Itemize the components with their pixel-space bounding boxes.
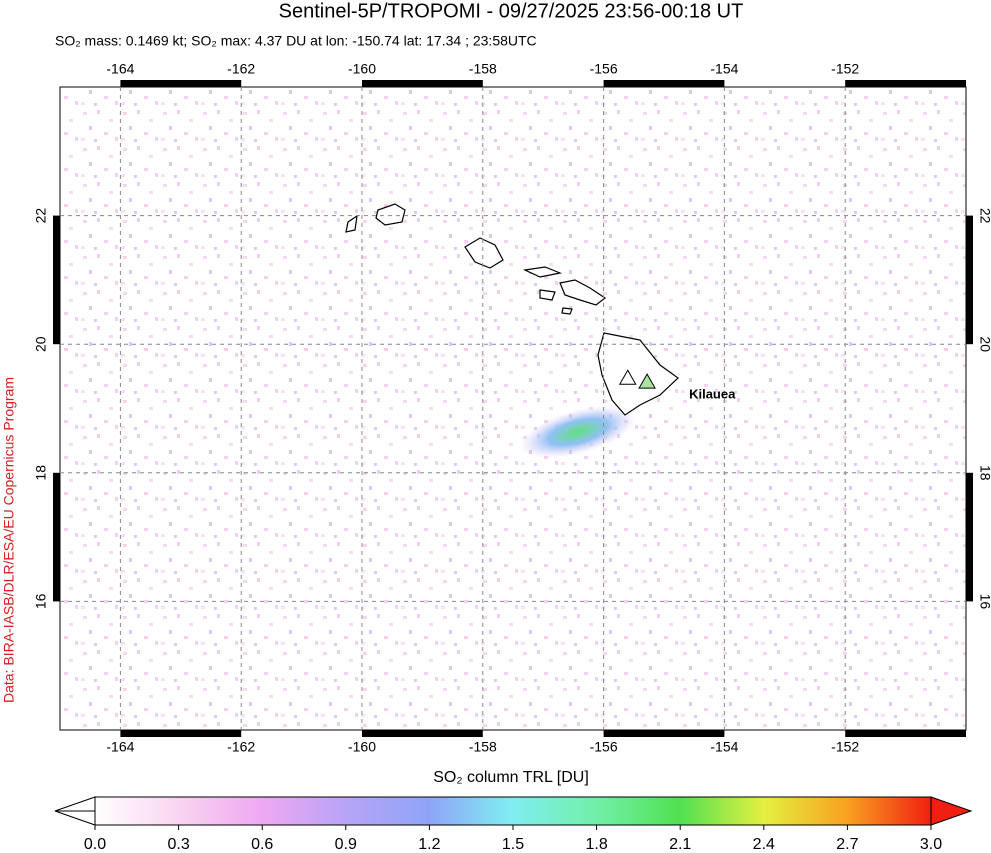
colorbar-high-arrow [930,796,973,826]
x-tick-label: -156 [590,739,618,755]
background-noise [60,87,966,730]
x-tick-label: -152 [831,739,859,755]
colorbar [94,796,932,826]
frame-bar [603,730,725,737]
colorbar-tick-label: 1.2 [418,836,440,853]
x-tick-label: -156 [590,61,618,77]
title: Sentinel-5P/TROPOMI - 09/27/2025 23:56-0… [279,0,744,22]
kauai [375,203,406,226]
colorbar-tick-label: 1.8 [585,836,607,853]
frame-bar [845,80,966,87]
colorbar-tick-label: 0.9 [335,836,357,853]
volcano-marker [638,373,656,389]
colorbar-label: SO₂ column TRL [DU] [433,769,589,786]
x-tick-label: -162 [227,739,255,755]
frame-bar [362,730,483,737]
subtitle: SO₂ mass: 0.1469 kt; SO₂ max: 4.37 DU at… [55,33,537,49]
frame-bar [966,472,973,602]
volcano-marker [618,369,637,385]
colorbar-tick-label: 0.0 [84,836,106,853]
frame-bar [120,80,242,87]
frame-bar [362,80,483,87]
y-tick-label: 18 [33,465,49,481]
frame-bar [120,730,242,737]
frame-bar [966,215,973,345]
x-tick-label: -154 [710,739,738,755]
x-tick-label: -164 [106,61,134,77]
maui [559,279,607,306]
y-tick-label: 22 [977,208,991,224]
frame-bar [603,80,725,87]
x-tick-label: -160 [348,739,376,755]
credit: Data: BIRA-IASB/DLR/ESA/EU Copernicus Pr… [1,377,17,703]
kahoolawe [561,307,573,315]
x-tick-label: -158 [469,739,497,755]
map-frame [59,86,967,731]
y-tick-label: 16 [33,593,49,609]
frame-bar [53,215,60,345]
molokai [522,266,563,278]
frame-bar [53,472,60,602]
y-tick-label: 20 [977,336,991,352]
colorbar-tick-label: 0.3 [167,836,189,853]
x-tick-label: -160 [348,61,376,77]
y-tick-label: 16 [977,594,991,610]
colorbar-tick-label: 2.7 [836,836,858,853]
colorbar-tick-label: 0.6 [251,836,273,853]
colorbar-tick-label: 1.5 [502,836,524,853]
hawaii-island [597,332,679,416]
frame-bar [845,730,966,737]
x-tick-label: -158 [469,61,497,77]
y-tick-label: 22 [33,208,49,224]
lanai [539,289,556,301]
x-tick-label: -164 [106,739,134,755]
x-tick-label: -162 [227,61,255,77]
oahu [464,237,504,269]
colorbar-tick-label: 3.0 [920,836,942,853]
volcano-label: Kilauea [689,387,736,402]
islands [345,203,679,416]
colorbar-low-arrow [54,796,96,826]
x-tick-label: -154 [710,61,738,77]
y-tick-label: 18 [977,465,991,481]
so2-plume [519,405,637,459]
niihau [345,214,358,233]
colorbar-tick-label: 2.1 [669,836,691,853]
x-tick-label: -152 [831,61,859,77]
y-tick-label: 20 [33,336,49,352]
colorbar-tick-label: 2.4 [753,836,775,853]
